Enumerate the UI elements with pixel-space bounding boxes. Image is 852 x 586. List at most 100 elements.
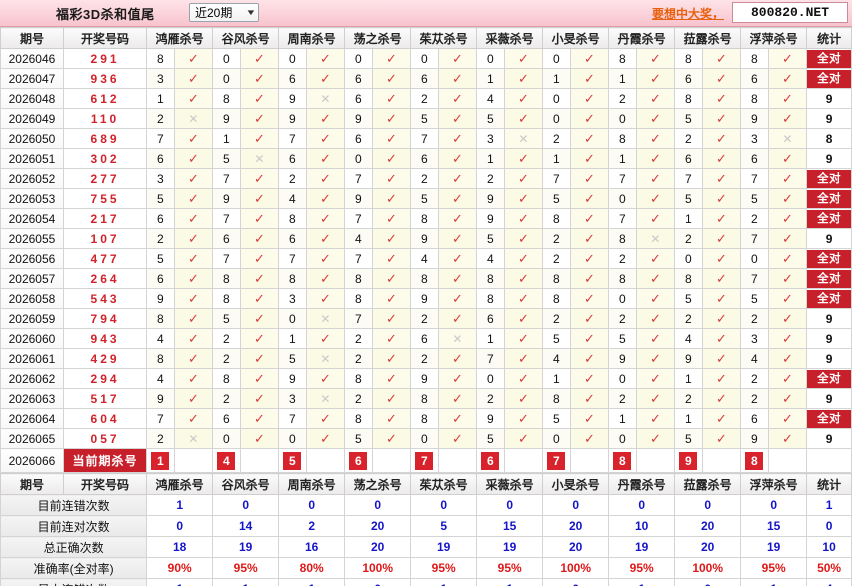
- kill-number: 6: [410, 328, 439, 349]
- row-period[interactable]: 2026052: [0, 168, 64, 189]
- hit-check-icon: ✓: [701, 288, 742, 309]
- header-col-expert-4[interactable]: 茱苁杀号: [410, 27, 478, 49]
- hit-check-icon: ✓: [305, 428, 346, 449]
- header-col-expert-0[interactable]: 鸿雁杀号: [146, 27, 214, 49]
- row-period[interactable]: 2026061: [0, 348, 64, 369]
- kill-number: 9: [476, 208, 505, 229]
- hit-check-icon: ✓: [635, 68, 676, 89]
- row-period[interactable]: 2026065: [0, 428, 64, 449]
- hit-check-icon: ✓: [767, 208, 808, 229]
- header-col-expert-5[interactable]: 采薇杀号: [476, 27, 544, 49]
- header-col-expert-6[interactable]: 小旻杀号: [542, 27, 610, 49]
- hit-check-icon: ✓: [503, 388, 544, 409]
- header-col-expert-8[interactable]: 菈露杀号: [674, 27, 742, 49]
- row-period[interactable]: 2026059: [0, 308, 64, 329]
- hit-check-icon: ✓: [701, 148, 742, 169]
- current-kill-number-8: 9: [674, 448, 703, 473]
- hit-check-icon: ✓: [305, 208, 346, 229]
- hit-check-icon: ✓: [371, 168, 412, 189]
- hit-check-icon: ✓: [305, 328, 346, 349]
- kill-number: 7: [344, 248, 373, 269]
- kill-number: 7: [212, 168, 241, 189]
- row-draw-number: 110: [62, 108, 148, 129]
- kill-number: 5: [740, 188, 769, 209]
- stats-value-3-4: 95%: [410, 557, 478, 579]
- kill-number: 0: [476, 48, 505, 69]
- hit-check-icon: ✓: [437, 348, 478, 369]
- row-draw-number: 604: [62, 408, 148, 429]
- stats-header-col-expert-1[interactable]: 谷风杀号: [212, 473, 280, 495]
- kill-number: 4: [542, 348, 571, 369]
- stats-header-col-expert-8[interactable]: 菈露杀号: [674, 473, 742, 495]
- row-period[interactable]: 2026058: [0, 288, 64, 309]
- stats-value-3-1: 95%: [212, 557, 280, 579]
- row-period[interactable]: 2026063: [0, 388, 64, 409]
- kill-number: 1: [608, 148, 637, 169]
- current-kill-blank-0: [173, 448, 214, 473]
- stats-header-col-expert-9[interactable]: 浮萍杀号: [740, 473, 808, 495]
- row-period[interactable]: 2026055: [0, 228, 64, 249]
- kill-number: 4: [740, 348, 769, 369]
- hit-check-icon: ✓: [239, 368, 280, 389]
- kill-number: 0: [410, 48, 439, 69]
- row-period[interactable]: 2026056: [0, 248, 64, 269]
- stats-value-2-9: 19: [740, 536, 808, 558]
- stats-header-col-expert-7[interactable]: 丹霞杀号: [608, 473, 676, 495]
- stats-row: 准确率(全对率) 90% 95% 80% 100% 95% 95% 100% 95% 100% 95…: [0, 557, 852, 579]
- hit-check-icon: ✓: [305, 188, 346, 209]
- row-statistic: 全对: [806, 288, 852, 309]
- kill-number: 2: [212, 348, 241, 369]
- kill-number: 2: [476, 388, 505, 409]
- header-col-expert-3[interactable]: 荡之杀号: [344, 27, 412, 49]
- row-period[interactable]: 2026049: [0, 108, 64, 129]
- row-draw-number: 943: [62, 328, 148, 349]
- header-col-expert-9[interactable]: 浮萍杀号: [740, 27, 808, 49]
- row-period[interactable]: 2026060: [0, 328, 64, 349]
- row-period[interactable]: 2026057: [0, 268, 64, 289]
- row-period[interactable]: 2026050: [0, 128, 64, 149]
- kill-number: 9: [146, 288, 175, 309]
- header-col-expert-1[interactable]: 谷风杀号: [212, 27, 280, 49]
- stats-header-col-expert-5[interactable]: 采薇杀号: [476, 473, 544, 495]
- hit-check-icon: ✓: [635, 288, 676, 309]
- row-period[interactable]: 2026051: [0, 148, 64, 169]
- stats-header-col-expert-0[interactable]: 鸿雁杀号: [146, 473, 214, 495]
- stats-value-0-4: 0: [410, 494, 478, 516]
- hit-check-icon: ✓: [767, 48, 808, 69]
- kill-number: 1: [608, 68, 637, 89]
- kill-number: 8: [146, 348, 175, 369]
- promo-link[interactable]: 要想中大奖，: [651, 7, 724, 21]
- row-period[interactable]: 2026064: [0, 408, 64, 429]
- stats-header-col-expert-3[interactable]: 荡之杀号: [344, 473, 412, 495]
- hit-check-icon: ✓: [701, 388, 742, 409]
- all-hit-badge: 全对: [807, 49, 851, 68]
- kill-number: 7: [344, 168, 373, 189]
- stats-value-1-5: 15: [476, 515, 544, 537]
- stats-header-col-expert-2[interactable]: 周南杀号: [278, 473, 346, 495]
- stats-header-col-expert-4[interactable]: 茱苁杀号: [410, 473, 478, 495]
- kill-number: 5: [146, 188, 175, 209]
- kill-number: 0: [278, 428, 307, 449]
- kill-number: 2: [674, 308, 703, 329]
- hit-check-icon: ✓: [569, 168, 610, 189]
- row-period[interactable]: 2026054: [0, 208, 64, 229]
- row-period[interactable]: 2026053: [0, 188, 64, 209]
- row-period[interactable]: 2026047: [0, 68, 64, 89]
- hit-check-icon: ✓: [437, 148, 478, 169]
- kill-number: 6: [212, 228, 241, 249]
- header-col-expert-2[interactable]: 周南杀号: [278, 27, 346, 49]
- period-range-select[interactable]: 近20期 ▼: [189, 3, 259, 22]
- stats-value-1-8: 20: [674, 515, 742, 537]
- header-col-stat: 统计: [806, 27, 852, 49]
- row-period[interactable]: 2026046: [0, 48, 64, 69]
- row-period[interactable]: 2026062: [0, 368, 64, 389]
- row-period[interactable]: 2026048: [0, 88, 64, 109]
- stats-row: 目前连对次数 0 14 2 20 5 15 20 10 20 15 0: [0, 515, 852, 537]
- kill-number: 9: [476, 188, 505, 209]
- kill-number: 0: [212, 68, 241, 89]
- header-col-expert-7[interactable]: 丹霞杀号: [608, 27, 676, 49]
- hit-check-icon: ✓: [239, 88, 280, 109]
- stats-value-4-8: 0: [674, 578, 742, 586]
- stats-header-col-expert-6[interactable]: 小旻杀号: [542, 473, 610, 495]
- hit-check-icon: ✓: [173, 348, 214, 369]
